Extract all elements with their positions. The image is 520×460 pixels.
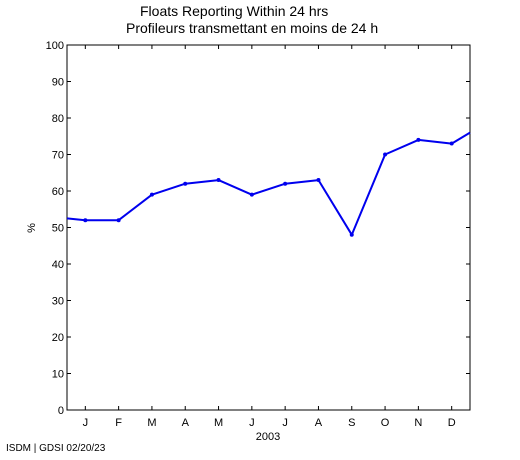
chart-title-fr: Profileurs transmettant en moins de 24 h — [126, 20, 378, 36]
series-line — [66, 131, 471, 236]
data-point — [316, 178, 321, 183]
data-point — [383, 152, 388, 157]
y-tick-label: 40 — [52, 259, 64, 271]
y-tick-label: 100 — [46, 40, 64, 52]
y-tick-label: 50 — [52, 223, 64, 235]
y-tick-label: 80 — [52, 113, 64, 125]
x-tick-label: A — [315, 417, 323, 429]
x-tick-label: F — [115, 417, 122, 429]
y-tick-label: 10 — [52, 369, 64, 381]
x-tick-label: M — [147, 417, 156, 429]
x-tick-label: D — [448, 417, 456, 429]
data-point — [416, 137, 421, 142]
data-point — [283, 181, 288, 186]
x-tick-label: N — [414, 417, 422, 429]
x-tick-label: A — [182, 417, 190, 429]
y-tick-label: 0 — [58, 405, 64, 417]
x-tick-label: O — [381, 417, 390, 429]
data-point — [116, 218, 121, 223]
x-tick-label: J — [83, 417, 89, 429]
x-tick-label: J — [249, 417, 255, 429]
x-tick-label: M — [214, 417, 223, 429]
y-tick-label: 90 — [52, 77, 64, 89]
x-tick-label: J — [282, 417, 288, 429]
data-point — [349, 232, 354, 237]
chart-title-en: Floats Reporting Within 24 hrs — [140, 3, 328, 19]
footer-credit: ISDM | GDSI 02/20/23 — [6, 443, 106, 454]
y-tick-label: 30 — [52, 296, 64, 308]
data-point — [149, 192, 154, 197]
x-tick-label: S — [348, 417, 355, 429]
data-point — [183, 181, 188, 186]
data-point — [216, 178, 221, 183]
plot-area — [66, 44, 471, 411]
y-axis-label: % — [26, 223, 38, 233]
x-axis-label: 2003 — [256, 431, 280, 443]
y-tick-label: 60 — [52, 186, 64, 198]
data-point — [249, 192, 254, 197]
data-point — [83, 218, 88, 223]
series-layer — [66, 131, 471, 237]
y-tick-label: 20 — [52, 332, 64, 344]
data-point — [449, 141, 454, 146]
y-axis: 0 10 20 30 40 50 60 70 80 90 100 — [46, 40, 470, 417]
y-tick-label: 70 — [52, 150, 64, 162]
